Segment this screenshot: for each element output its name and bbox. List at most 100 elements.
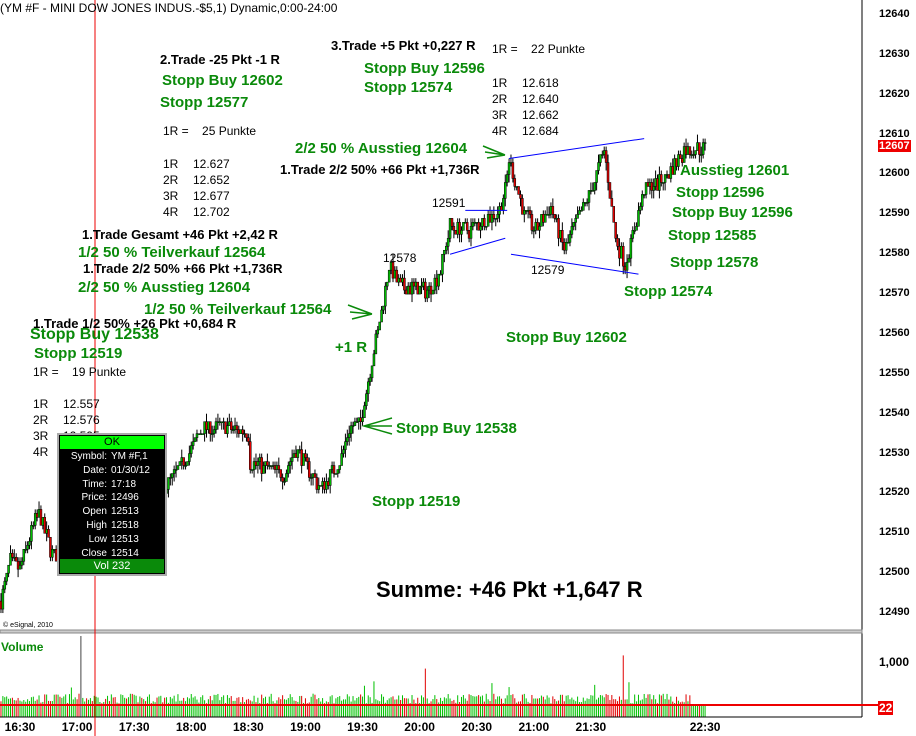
candle-up <box>178 461 182 466</box>
right-stopp: Stopp 12574 <box>624 283 713 300</box>
candle-down <box>304 453 307 458</box>
trade2-stopp-buy: Stopp Buy 12602 <box>162 72 283 89</box>
candle-up <box>580 210 583 212</box>
time-tick-label: 20:30 <box>461 720 493 734</box>
candle-up <box>460 230 463 235</box>
time-tick-label: 22:30 <box>689 720 721 734</box>
candle-up <box>437 273 440 287</box>
trade2-stopp: Stopp 12577 <box>160 94 249 111</box>
time-tick-label: 21:00 <box>518 720 550 734</box>
candle-up <box>582 202 585 211</box>
candle-up <box>382 305 385 311</box>
candle-up <box>33 513 37 526</box>
trade1-part2-annotation: 1.Trade 2/2 50% +66 Pkt +1,736R <box>280 162 480 177</box>
candle-up <box>169 477 172 479</box>
candle-down <box>49 537 52 558</box>
candle-down <box>688 146 692 155</box>
trade3-stopp-buy: Stopp Buy 12596 <box>364 60 485 77</box>
candle-up <box>309 477 313 479</box>
candle-up <box>469 226 473 239</box>
candle-up <box>597 162 600 171</box>
candle-up <box>601 154 604 156</box>
candle-up <box>336 469 340 474</box>
candle-up <box>30 525 33 542</box>
time-tick-label: 18:30 <box>233 720 264 734</box>
candle-down <box>306 457 309 462</box>
trendline[interactable] <box>508 138 645 160</box>
candle-up <box>191 441 195 446</box>
time-tick-label: 19:30 <box>347 720 378 734</box>
candle-up <box>319 485 322 487</box>
candle-up <box>637 210 640 227</box>
candle-down <box>610 198 614 207</box>
trade1-part1: 1.Trade 1/2 50% +26 Pkt +0,684 R <box>33 316 237 331</box>
tooltip-volume: Vol 232 <box>60 559 164 573</box>
candle-up <box>290 457 294 462</box>
r-level-label: 1R <box>33 397 49 411</box>
trade1-part2: 1.Trade 2/2 50% +66 Pkt +1,736R <box>83 261 283 276</box>
level-label: 12578 <box>383 251 417 265</box>
panel-divider[interactable] <box>0 629 863 634</box>
candle-up <box>505 174 509 183</box>
candle-down <box>229 421 233 430</box>
candle-up <box>578 210 581 215</box>
candle-up <box>574 218 577 223</box>
r-level-value: 12.640 <box>522 92 559 106</box>
candle-up <box>214 421 218 430</box>
candle-up <box>694 150 697 155</box>
candle-up <box>285 473 288 482</box>
candle-up <box>3 580 7 590</box>
trendline[interactable] <box>510 253 639 275</box>
tooltip-row: Open 12513 <box>59 505 165 519</box>
candle-up <box>340 453 343 466</box>
copyright: © eSignal, 2010 <box>3 622 53 629</box>
candle-up <box>195 433 199 438</box>
tooltip-row: Price: 12496 <box>59 491 165 505</box>
time-tick-label: 16:30 <box>4 720 36 734</box>
volume-axis-label: 1,000 <box>879 655 910 669</box>
candle-up <box>334 473 338 475</box>
candle-up <box>376 329 380 335</box>
candle-up <box>701 142 705 155</box>
trade2-title: 2.Trade -25 Pkt -1 R <box>160 52 280 67</box>
data-tooltip[interactable]: OK Symbol: YM #F,1 Date: 01/30/12 Time: 17:18… <box>57 433 167 576</box>
volume-current-tag: 22 <box>878 701 894 715</box>
candle-up <box>387 269 391 283</box>
candle-up <box>26 545 29 550</box>
price-tick-label: 12530 <box>879 446 910 459</box>
tooltip-value: 12513 <box>111 533 139 545</box>
tooltip-key: Close <box>81 547 107 559</box>
candle-up <box>446 238 450 247</box>
candle-up <box>576 214 579 219</box>
candle-down <box>465 222 469 231</box>
price-tick-label: 12570 <box>879 287 910 300</box>
candle-up <box>361 417 364 422</box>
exit-annotation: 2/2 50 % Ausstieg 12604 <box>295 140 468 157</box>
r-level-label: 4R <box>492 124 508 138</box>
candle-up <box>639 206 642 211</box>
candle-down <box>561 230 564 243</box>
trendlines <box>449 138 645 275</box>
candle-up <box>496 214 499 219</box>
candle-up <box>7 564 10 574</box>
r-level-label: 3R <box>492 108 508 122</box>
candle-up <box>231 429 235 431</box>
candle-down <box>612 206 615 223</box>
trendline[interactable] <box>449 237 506 255</box>
candle-up <box>642 194 646 196</box>
r-level-label: 3R <box>33 429 49 443</box>
candle-up <box>342 449 345 454</box>
candle-up <box>212 429 216 434</box>
exit-2: 2/2 50 % Ausstieg 12604 <box>78 279 251 296</box>
candle-up <box>502 198 505 211</box>
partial-sell-2: 1/2 50 % Teilverkauf 12564 <box>144 301 332 318</box>
candle-up <box>538 226 541 231</box>
candle-up <box>378 321 381 331</box>
candle-up <box>629 238 633 259</box>
candle-up <box>418 285 421 295</box>
tooltip-ok-button[interactable]: OK <box>60 436 164 449</box>
candle-up <box>692 154 695 156</box>
partial-sell: 1/2 50 % Teilverkauf 12564 <box>78 244 266 261</box>
candle-down <box>557 218 560 239</box>
